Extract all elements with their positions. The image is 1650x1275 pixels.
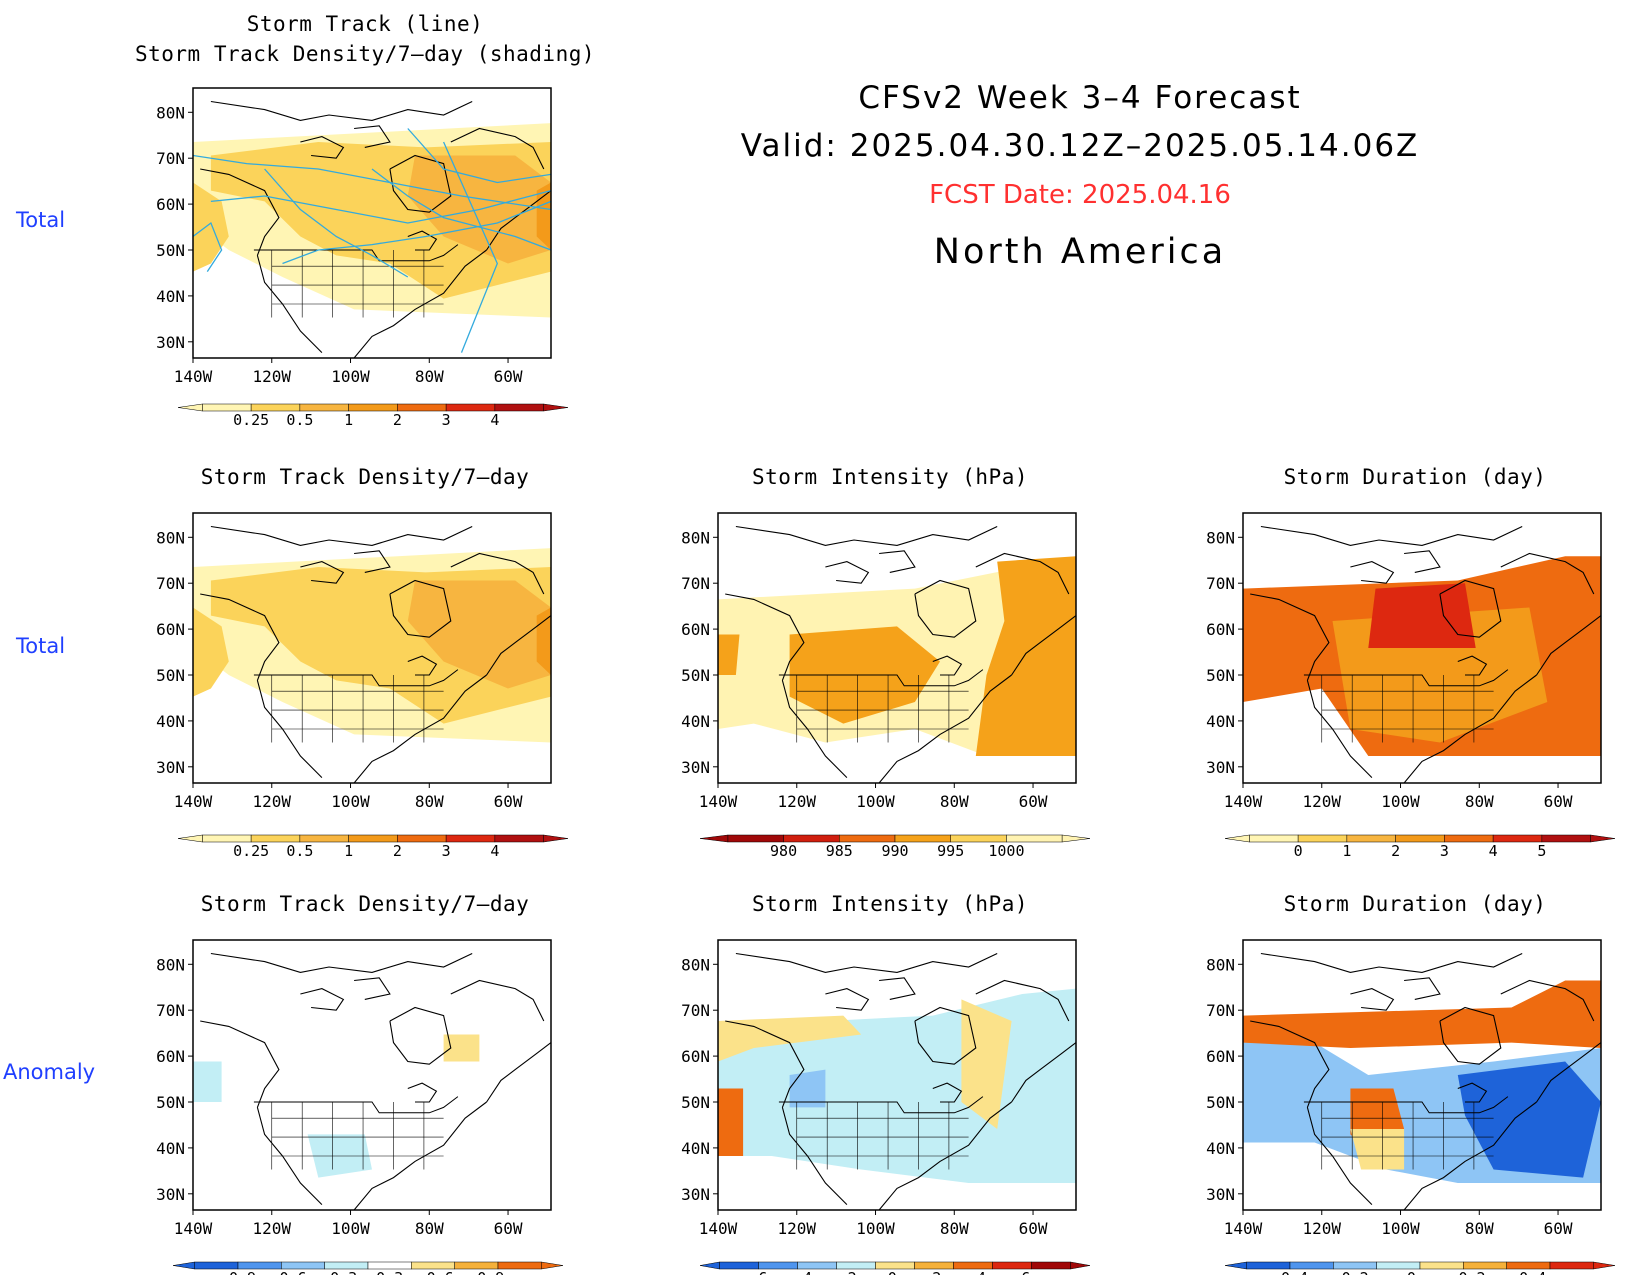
- coastline-6: [450, 127, 545, 170]
- shaded-region-2: [193, 182, 229, 272]
- lon-label: 140W: [174, 367, 213, 386]
- lon-label: 120W: [252, 367, 291, 386]
- storm-track-line-3: [264, 168, 409, 278]
- coastline-9: [407, 230, 438, 251]
- lat-label: 50N: [156, 241, 185, 260]
- lon-label: 100W: [331, 367, 370, 386]
- coastline-8: [354, 125, 391, 148]
- lon-label: 60W: [494, 367, 523, 386]
- row-label-top: Total: [16, 208, 66, 232]
- lat-label: 40N: [156, 287, 185, 306]
- lat-label: 60N: [156, 195, 185, 214]
- row-label-middle: Total: [16, 634, 66, 658]
- storm-track-line-5: [407, 128, 551, 184]
- lat-label: 70N: [156, 149, 185, 168]
- colorbar-label: 4: [490, 411, 499, 429]
- coastline-7: [300, 136, 345, 159]
- coastline-0: [210, 100, 473, 121]
- coastline-3: [353, 249, 487, 358]
- colorbar-swatch: [348, 403, 398, 412]
- panel-2-title: Storm Intensity (hPa): [751, 465, 1028, 489]
- storm-track-line-7: [371, 168, 551, 251]
- panel-3-title: Storm Duration (day): [1283, 465, 1547, 489]
- panel-5-title: Storm Intensity (hPa): [751, 892, 1028, 916]
- panel-0-title-line2: Storm Track Density/7–day (shading): [134, 42, 595, 66]
- colorbar-arrow-right: [543, 403, 569, 412]
- panel-1-title: Storm Track Density/7–day: [200, 465, 530, 489]
- colorbar-label: 0.5: [286, 411, 313, 429]
- panel-6-title: Storm Duration (day): [1283, 892, 1547, 916]
- colorbar-swatch: [494, 403, 544, 412]
- colorbar-swatch: [202, 403, 252, 412]
- forecast-date: FCST Date: 2025.04.16: [929, 180, 1231, 210]
- lat-label: 30N: [156, 333, 185, 352]
- coastline-1: [200, 168, 280, 256]
- lat-label: 80N: [156, 103, 185, 122]
- colorbar-swatch: [397, 403, 447, 412]
- panel-4-title: Storm Track Density/7–day: [200, 892, 530, 916]
- valid-period: Valid: 2025.04.30.12Z–2025.05.14.06Z: [740, 128, 1420, 164]
- forecast-title: CFSv2 Week 3–4 Forecast: [858, 80, 1302, 116]
- p0-map-body: 80N 70N 60N 50N 40N 30N 140W 120W 100W 80W 60W: [156, 87, 552, 386]
- colorbar-arrow-left: [177, 403, 203, 412]
- map-shading: [193, 100, 551, 358]
- row-label-bottom: Anomaly: [3, 1060, 96, 1084]
- colorbar-swatch: [445, 403, 496, 412]
- coastline-5: [389, 154, 452, 213]
- lon-label: 80W: [415, 367, 444, 386]
- storm-track-line-4: [443, 141, 499, 353]
- region-title: North America: [933, 232, 1227, 272]
- storm-track-line-2: [282, 200, 551, 265]
- map-frame: [192, 87, 552, 359]
- colorbar-label: 0.25: [233, 411, 269, 429]
- storm-track-line-6: [193, 221, 223, 272]
- coastline-4: [486, 190, 551, 251]
- colorbar-swatch: [299, 403, 349, 412]
- storm-track-line-1: [210, 189, 551, 224]
- us-border: [253, 244, 459, 262]
- colorbar-label: 1: [344, 411, 353, 429]
- colorbar-label: 3: [442, 411, 451, 429]
- colorbar: 0.25 0.5 1 2 3 4: [177, 403, 569, 429]
- colorbar-swatch: [250, 403, 301, 412]
- colorbar-label: 2: [393, 411, 402, 429]
- panel-0-title-line1: Storm Track (line): [246, 12, 484, 36]
- storm-track-line-0: [193, 154, 551, 211]
